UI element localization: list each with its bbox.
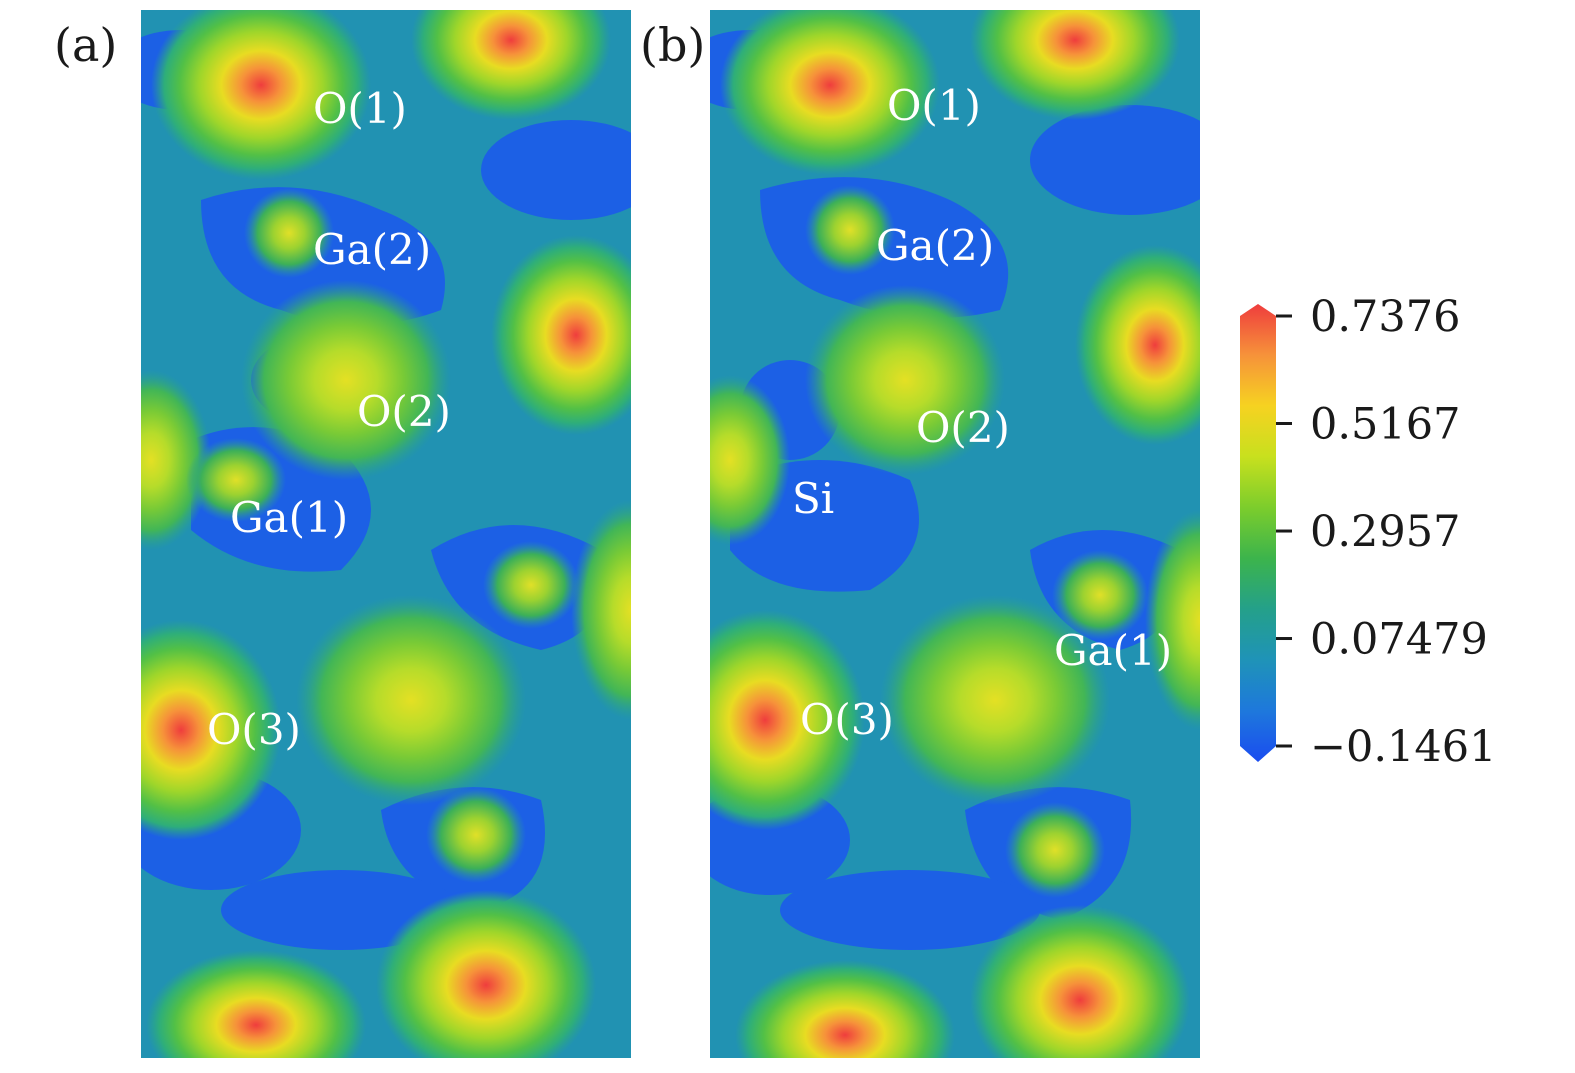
atom-blob	[376, 890, 596, 1058]
atom-label-o3: O(3)	[207, 705, 301, 754]
atom-label-o3: O(3)	[800, 695, 894, 744]
map-b-atoms	[710, 10, 1200, 1058]
atom-label-si: Si	[792, 474, 834, 523]
atom-blob	[296, 595, 526, 805]
atom-blob	[880, 595, 1110, 805]
atom-label-ga2: Ga(2)	[313, 225, 431, 274]
atom-blob	[426, 787, 526, 883]
atom-label-o2: O(2)	[916, 403, 1010, 452]
colorbar-tick-label: 0.07479	[1310, 615, 1488, 665]
atom-blob	[186, 438, 286, 522]
atom-blob	[141, 620, 281, 840]
colorbar: 0.7376 0.5167 0.2957 0.07479 −0.1461	[1240, 296, 1497, 772]
atom-blob	[1052, 550, 1148, 640]
atom-blob	[151, 10, 371, 180]
atom-blob	[1145, 510, 1200, 730]
atom-blob	[735, 960, 955, 1058]
atom-blob	[720, 10, 940, 175]
atom-blob	[146, 950, 366, 1058]
atom-blob	[244, 188, 334, 278]
charge-density-map-b: O(1) Ga(2) O(2) Si Ga(1) O(3)	[710, 10, 1200, 1058]
atom-blob	[970, 905, 1190, 1058]
atom-blob	[411, 10, 611, 120]
colorbar-tick-label: 0.7376	[1310, 296, 1460, 342]
atom-blob	[1005, 802, 1105, 898]
atom-label-ga1: Ga(1)	[230, 493, 348, 542]
atom-label-ga1: Ga(1)	[1054, 626, 1172, 675]
atom-blob	[571, 500, 631, 720]
atom-blob	[241, 280, 451, 480]
atom-label-o2: O(2)	[357, 387, 451, 436]
atom-blob	[805, 185, 895, 275]
panel-b-tag: (b)	[640, 18, 706, 72]
atom-blob	[491, 235, 631, 435]
colorbar-tick-label: −0.1461	[1310, 722, 1497, 772]
atom-blob	[710, 375, 790, 545]
panel-a-tag: (a)	[54, 18, 118, 72]
colorbar-tick-label: 0.2957	[1310, 507, 1460, 557]
colorbar-bar	[1240, 304, 1276, 762]
colorbar-tick-label: 0.5167	[1310, 399, 1460, 449]
colorbar-ticks: 0.7376 0.5167 0.2957 0.07479 −0.1461	[1276, 296, 1497, 772]
atom-blob	[710, 610, 865, 830]
charge-density-map-a: O(1) Ga(2) O(2) Ga(1) O(3)	[141, 10, 631, 1058]
atom-blob	[1075, 245, 1200, 445]
atom-blob	[970, 10, 1180, 120]
atom-label-o1: O(1)	[887, 81, 981, 130]
map-a-atoms	[141, 10, 631, 1058]
atom-label-o1: O(1)	[313, 84, 407, 133]
atom-blob	[805, 285, 1005, 475]
atom-label-ga2: Ga(2)	[876, 221, 994, 270]
atom-blob	[141, 370, 211, 550]
atom-blob	[483, 541, 579, 629]
